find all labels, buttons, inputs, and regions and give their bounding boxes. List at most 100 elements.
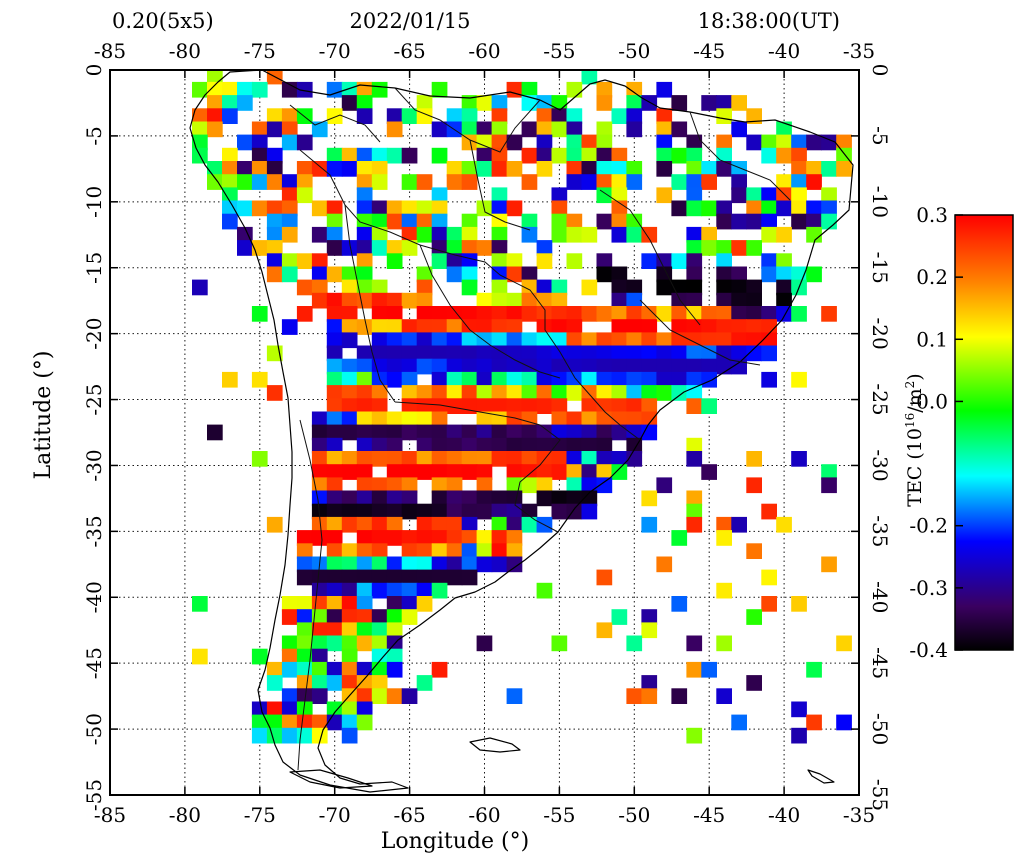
tec-cell [371, 332, 388, 349]
header-time: 18:38:00(UT) [698, 9, 840, 33]
tec-cell [716, 253, 732, 269]
tec-cell [626, 411, 643, 428]
tec-cell [431, 345, 448, 362]
tec-cell [626, 95, 643, 111]
tec-cell [491, 332, 508, 349]
tec-cell [416, 424, 433, 441]
tec-cell [686, 266, 703, 283]
tec-cell [461, 240, 478, 256]
tec-cell [761, 200, 777, 217]
tec-cell [341, 385, 358, 401]
tec-cell [461, 332, 478, 349]
tec-cell [626, 292, 643, 309]
y-tick-label-right: -55 [868, 779, 892, 811]
tec-cell [596, 464, 613, 480]
tec-cell [506, 319, 523, 335]
y-tick-label-left: -10 [82, 186, 106, 218]
tec-cell [521, 385, 538, 401]
tec-cell [326, 332, 343, 349]
y-tick-label-right: -30 [868, 449, 892, 481]
tec-cell [326, 345, 343, 362]
tec-cell [611, 411, 628, 428]
tec-cell [296, 161, 313, 177]
tec-cell [776, 306, 792, 322]
tec-cell [281, 319, 298, 335]
tec-cell [656, 147, 673, 164]
tec-cell [566, 147, 583, 164]
tec-cell [356, 292, 373, 309]
tec-cell [566, 424, 583, 441]
tec-cell [356, 411, 373, 428]
tec-cell [491, 543, 508, 559]
tec-cell [371, 358, 388, 375]
tec-cell [716, 332, 732, 349]
tec-cell [386, 306, 403, 322]
tec-cell [416, 596, 433, 612]
tec-cell [431, 226, 448, 243]
tec-cell [446, 424, 463, 441]
x-tick-label-top: -50 [618, 39, 650, 63]
tec-cell [222, 200, 238, 217]
tec-cell [716, 319, 732, 335]
tec-cell [371, 411, 388, 428]
tec-cell [611, 108, 628, 124]
tec-cell [326, 319, 343, 335]
tec-cell [551, 108, 568, 124]
y-tick-label-left: -55 [82, 779, 106, 811]
colorbar-label-unit: /m [904, 388, 926, 412]
tec-cell [386, 424, 403, 441]
tec-cell [641, 306, 658, 322]
tec-cell [566, 226, 583, 243]
tec-cell [326, 437, 343, 454]
tec-cell [371, 200, 388, 217]
tec-cell [476, 424, 493, 441]
tec-cell [551, 398, 568, 414]
tec-cell [192, 81, 208, 98]
tec-cell [476, 371, 493, 388]
tec-cell [356, 253, 373, 269]
tec-cell [551, 332, 568, 349]
tec-cell [326, 569, 343, 586]
tec-cell [566, 174, 583, 190]
tec-cell [446, 437, 463, 454]
tec-cell [251, 161, 268, 177]
tec-cell [476, 345, 493, 362]
tec-cell [656, 556, 673, 573]
tec-cell [776, 200, 792, 217]
tec-cell [686, 503, 703, 520]
tec-cell [791, 161, 807, 177]
tec-cell [326, 292, 343, 309]
tec-cell [416, 95, 433, 111]
tec-cell [611, 226, 628, 243]
tec-cell [416, 266, 433, 283]
tec-cell [611, 464, 628, 480]
tec-cell [281, 253, 298, 269]
tec-cell [671, 596, 688, 612]
y-tick-label-left: 0 [82, 64, 106, 77]
tec-cell [791, 200, 807, 217]
tec-cell [626, 635, 643, 652]
tec-cell [626, 398, 643, 414]
tec-cell [401, 174, 418, 190]
tec-cell [341, 424, 358, 441]
tec-cell [686, 516, 703, 533]
tec-cell [311, 675, 328, 691]
tec-cell [686, 398, 703, 414]
tec-cell [686, 147, 703, 164]
tec-cell [281, 81, 298, 98]
tec-cell [446, 306, 463, 322]
tec-cell [491, 306, 508, 322]
tec-cell [341, 464, 358, 480]
tec-cell [701, 95, 717, 111]
tec-cell [506, 200, 523, 217]
tec-cell [491, 371, 508, 388]
tec-cell [446, 108, 463, 124]
tec-cell [821, 161, 837, 177]
tec-cell [641, 411, 658, 428]
tec-cell [431, 516, 448, 533]
tec-cell [656, 81, 673, 98]
tec-cell [356, 688, 373, 704]
tec-cell [626, 385, 643, 401]
tec-cell [386, 411, 403, 428]
tec-cell [326, 81, 343, 98]
